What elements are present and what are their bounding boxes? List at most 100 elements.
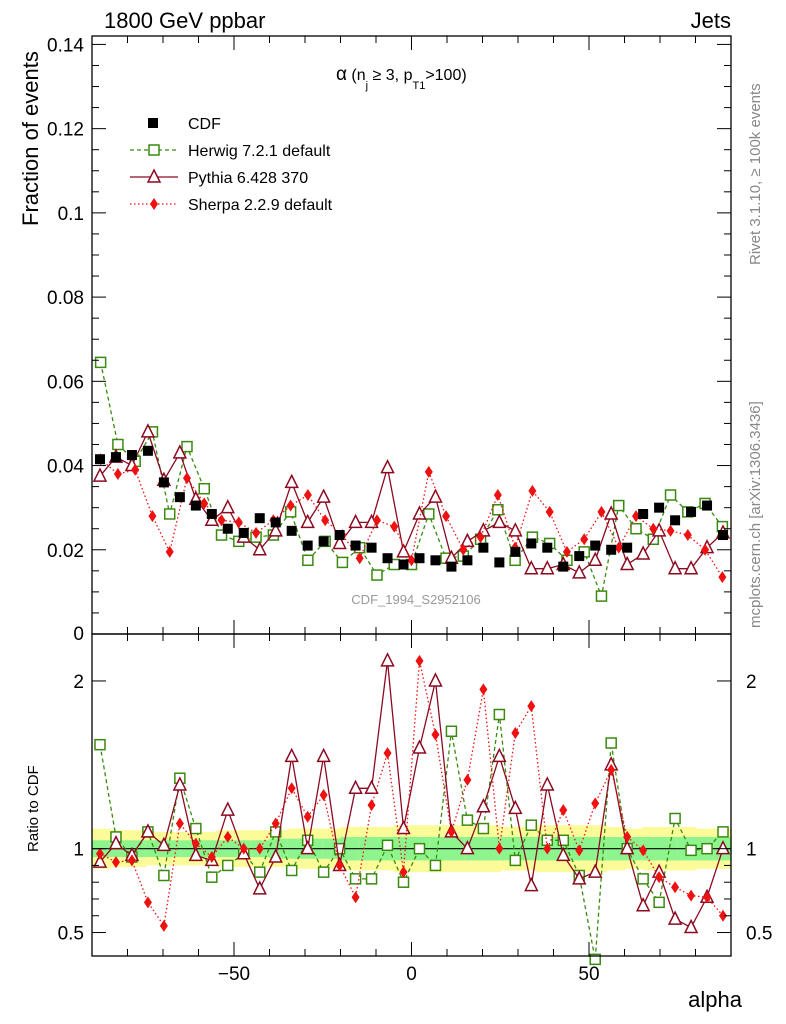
data-point-cdf [670,515,681,526]
data-point-sherpa [614,541,623,554]
data-point-pythia [460,839,475,855]
data-point-herwig [317,866,330,878]
data-point-cdf [382,553,393,564]
data-point-sherpa [131,463,140,476]
data-point-cdf [638,508,649,519]
data-point-sherpa [495,842,504,855]
data-point-sherpa [543,842,552,855]
data-point-sherpa [287,782,296,795]
data-point-pythia [172,776,188,791]
title-geq: ≥ 3, p [368,67,412,84]
data-point-herwig [493,708,506,721]
data-point-pythia [268,522,283,537]
data-point-herwig [653,896,665,909]
data-point-pythia [556,846,571,862]
main-ylabel: Fraction of events [18,51,43,226]
data-point-pythia [619,555,635,571]
data-point-pythia [619,839,635,855]
data-point-sherpa [718,571,727,584]
data-point-cdf [142,445,153,456]
legend-label-pythia: Pythia 6.428 370 [188,170,308,187]
data-point-sherpa [390,520,399,533]
data-point-pythia [635,545,651,560]
ratio-panel: −50 0 50 0.5 0.5 1 1 2 2 [58,633,772,985]
data-point-cdf [718,530,729,541]
data-point-cdf [622,542,633,553]
data-point-cdf [366,542,377,553]
data-point-sherpa [701,543,710,556]
data-point-herwig [94,356,107,369]
data-point-pythia [540,776,555,791]
data-point-cdf [126,450,137,461]
data-point-cdf [606,544,617,555]
data-point-sherpa [407,554,416,567]
data-point-sherpa [234,516,243,529]
data-point-pythia [603,505,619,520]
data-point-pythia [252,880,267,895]
data-point-herwig [365,873,378,885]
data-point-pythia [587,863,603,878]
legend-label-sherpa: Sherpa 2.2.9 default [188,197,333,214]
main-panel: 0.02 0.04 0.06 0.08 0.1 0.12 0.14 0 [47,35,732,645]
data-point-herwig [612,499,625,512]
data-point-cdf [542,542,553,553]
data-point-cdf [238,527,249,538]
x-tick-label: −50 [218,964,250,985]
ratio-y-tick-label-left: 1 [73,840,84,861]
data-point-sherpa [719,909,728,922]
data-point-cdf [350,540,361,551]
data-point-herwig [664,489,677,501]
data-point-pythia [108,834,124,850]
data-point-pythia [428,672,443,687]
data-point-pythia [492,513,507,529]
data-point-herwig [669,812,681,825]
data-point-herwig [198,482,211,495]
data-point-cdf [110,452,121,463]
data-point-cdf [318,536,329,547]
data-point-herwig [222,859,234,872]
data-point-pythia [572,870,587,885]
data-point-pythia [476,798,491,813]
data-point-sherpa [367,799,376,812]
data-point-pythia [667,560,683,575]
data-point-sherpa [545,505,554,518]
title-open: (n [347,67,366,84]
data-point-pythia [204,511,220,527]
data-point-sherpa [666,524,675,537]
data-point-sherpa [383,747,392,760]
data-point-herwig [461,814,474,826]
title-sub-j: j [365,80,368,92]
data-point-herwig [637,873,649,885]
data-point-herwig [589,953,601,966]
data-point-sherpa [442,510,451,523]
x-axis-label: alpha [688,987,743,1012]
data-point-herwig [630,522,642,535]
data-point-pythia [380,652,395,667]
data-point-sherpa [111,856,120,869]
data-point-herwig [190,822,202,835]
rivet-version-label: Rivet 3.1.10, ≥ 100k events [747,83,764,265]
data-point-pythia [492,747,507,763]
data-point-sherpa [424,465,433,478]
y-tick-label: 0.1 [58,204,84,225]
data-point-pythia [300,513,315,529]
data-point-sherpa [127,854,136,867]
data-point-sherpa [372,514,381,527]
data-point-pythia [156,836,172,852]
data-point-pythia [412,739,427,754]
data-point-pythia [587,551,603,567]
data-point-sherpa [252,526,261,539]
data-point-sherpa [271,817,280,830]
legend-marker-cdf [148,118,158,128]
data-point-sherpa [351,891,360,904]
data-point-herwig [381,839,394,852]
data-point-sherpa [447,825,456,838]
ratio-y-tick-label-left: 0.5 [58,924,84,945]
data-point-cdf [190,500,201,511]
data-point-pythia [508,799,523,815]
data-point-herwig [701,842,713,855]
data-point-pythia [140,823,156,838]
data-point-pythia [220,498,236,514]
data-point-herwig [685,844,697,857]
data-point-pythia [300,839,315,855]
